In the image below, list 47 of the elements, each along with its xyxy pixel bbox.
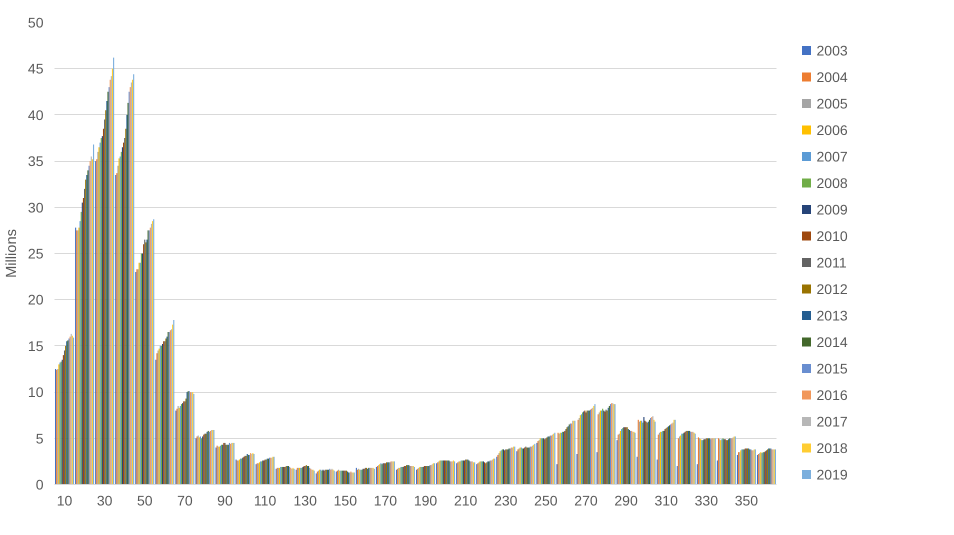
y-tick-label: 50 (28, 14, 44, 30)
legend-label: 2006 (816, 122, 848, 138)
legend-label: 2004 (816, 69, 848, 85)
x-tick-label: 10 (56, 492, 73, 508)
legend-label: 2012 (816, 281, 848, 297)
x-tick-label: 30 (96, 492, 113, 508)
x-tick-label: 210 (454, 492, 478, 508)
x-tick-label: 310 (654, 492, 678, 508)
x-tick-label: 150 (334, 492, 358, 508)
y-axis-title: Millions (4, 229, 20, 278)
legend-label: 2017 (816, 414, 848, 430)
x-tick-label: 130 (294, 492, 318, 508)
x-tick-label: 330 (694, 492, 718, 508)
legend-label: 2005 (816, 96, 848, 112)
legend-label: 2009 (816, 202, 848, 218)
y-tick-label: 10 (28, 384, 44, 400)
y-tick-label: 30 (28, 199, 44, 216)
x-tick-label: 50 (136, 492, 153, 508)
x-tick-label: 230 (494, 492, 518, 508)
y-tick-label: 25 (28, 246, 44, 262)
legend-label: 2015 (816, 360, 848, 376)
y-tick-label: 15 (28, 338, 44, 354)
legend-label: 2007 (816, 148, 848, 164)
x-tick-label: 290 (614, 492, 638, 508)
legend-label: 2013 (816, 308, 848, 324)
y-tick-label: 20 (28, 292, 44, 308)
legend-label: 2014 (816, 334, 848, 350)
y-tick-label: 0 (36, 476, 44, 492)
legend-label: 2018 (816, 440, 848, 456)
y-tick-label: 35 (28, 153, 44, 170)
x-tick-label: 90 (217, 492, 233, 508)
y-tick-label: 45 (28, 60, 44, 77)
x-tick-label: 190 (414, 492, 438, 508)
x-tick-label: 70 (177, 492, 193, 508)
y-tick-label: 40 (28, 106, 44, 123)
legend-label: 2016 (816, 387, 848, 403)
x-tick-label: 270 (574, 492, 598, 508)
x-tick-label: 250 (534, 492, 558, 508)
legend-label: 2008 (816, 175, 848, 191)
x-tick-label: 110 (254, 492, 276, 508)
legend-label: 2011 (816, 254, 847, 270)
y-tick-label: 5 (36, 430, 44, 446)
legend-label: 2003 (816, 42, 848, 58)
legend-label: 2019 (816, 466, 848, 482)
legend-label: 2010 (816, 228, 848, 244)
x-tick-label: 170 (374, 492, 398, 508)
x-tick-label: 350 (734, 492, 758, 508)
